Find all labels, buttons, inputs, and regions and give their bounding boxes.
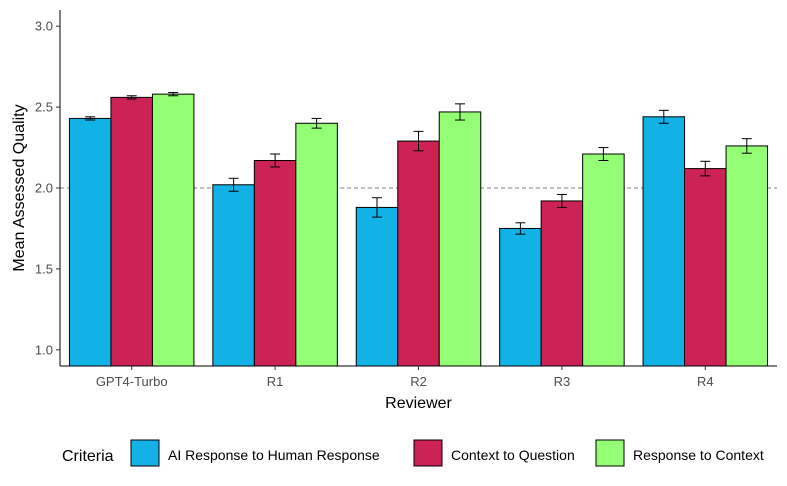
y-tick-label: 1.0 xyxy=(35,342,53,357)
legend-swatch-ai-response xyxy=(130,439,160,467)
x-tick-label: R1 xyxy=(267,374,284,389)
bar xyxy=(684,168,727,367)
error-bar xyxy=(515,222,526,235)
error-bar xyxy=(741,138,752,154)
x-axis-title: Reviewer xyxy=(385,395,452,412)
error-bar xyxy=(168,92,179,97)
error-bar xyxy=(598,147,609,161)
error-bar xyxy=(413,130,424,152)
error-bar xyxy=(658,109,669,124)
legend-swatch-response-context xyxy=(595,439,625,467)
bar xyxy=(212,184,255,367)
bar xyxy=(295,122,338,367)
x-tick-label: R3 xyxy=(554,374,571,389)
bar xyxy=(540,200,584,367)
bar xyxy=(68,117,112,367)
ticks-layer: 1.0 1.5 2.0 2.5 3.0 GPT4-Turbo R1 R2 R3 R4 xyxy=(35,19,714,389)
error-bar xyxy=(126,95,137,100)
y-tick-label: 3.0 xyxy=(35,19,53,34)
bar xyxy=(253,159,297,367)
error-bar xyxy=(700,160,711,177)
bar xyxy=(397,140,440,367)
legend-label-ai-response: AI Response to Human Response xyxy=(168,447,380,463)
error-bar xyxy=(270,153,281,168)
legend-label-response-context: Response to Context xyxy=(633,447,764,463)
y-axis-title: Mean Assessed Quality xyxy=(11,104,28,271)
x-tick-label: R2 xyxy=(410,374,427,389)
legend: Criteria AI Response to Human Response C… xyxy=(62,439,764,467)
error-bar xyxy=(228,177,239,192)
error-bar xyxy=(85,116,96,121)
y-tick-label: 1.5 xyxy=(35,261,53,276)
y-tick-label: 2.5 xyxy=(35,100,53,115)
bars-layer xyxy=(68,92,769,367)
bar xyxy=(151,93,195,367)
x-tick-label: GPT4-Turbo xyxy=(96,374,168,389)
error-bar xyxy=(556,193,567,208)
bar xyxy=(355,206,399,367)
error-bar xyxy=(372,197,382,218)
legend-label-context-question: Context to Question xyxy=(451,447,575,463)
error-bar xyxy=(455,103,465,121)
error-bar xyxy=(311,117,322,129)
bar xyxy=(725,145,769,367)
bar xyxy=(438,111,482,367)
legend-swatch-context-question xyxy=(413,439,443,467)
y-tick-label: 2.0 xyxy=(35,181,53,196)
bar xyxy=(642,116,686,367)
x-tick-label: R4 xyxy=(697,374,714,389)
bar xyxy=(582,153,625,367)
bar xyxy=(499,227,542,367)
legend-title: Criteria xyxy=(62,448,114,465)
bar xyxy=(110,96,153,367)
